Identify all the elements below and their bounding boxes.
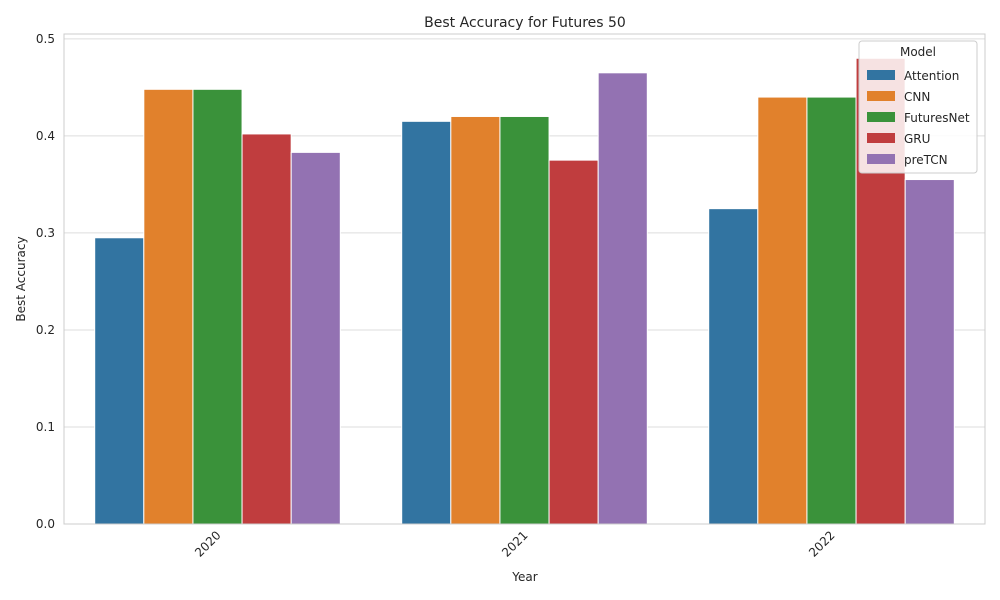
legend-title: Model: [900, 45, 936, 59]
legend-swatch-pretcn: [867, 154, 895, 164]
bars: [94, 57, 955, 525]
bar-attention-2022: [708, 208, 759, 525]
bar-gru-2021: [548, 159, 599, 525]
y-tick-label: 0.1: [36, 420, 55, 434]
bar-gru-2020: [241, 133, 292, 525]
legend-label: GRU: [904, 132, 930, 146]
bar-pretcn-2020: [290, 151, 341, 525]
bar-futuresnet-2020: [192, 88, 243, 525]
x-tick-label: 2021: [499, 528, 530, 559]
legend-swatch-futuresnet: [867, 112, 895, 122]
bar-cnn-2022: [757, 96, 808, 525]
legend-label: Attention: [904, 69, 959, 83]
legend-label: CNN: [904, 90, 930, 104]
chart-title: Best Accuracy for Futures 50: [424, 15, 626, 31]
bar-pretcn-2022: [904, 179, 955, 525]
x-tick-label: 2020: [192, 528, 223, 559]
legend-label: preTCN: [904, 153, 948, 167]
legend-swatch-cnn: [867, 91, 895, 101]
legend: Model Attention CNN FuturesNet GRU preTCN: [858, 40, 978, 174]
y-tick-label: 0.0: [36, 517, 55, 531]
bar-futuresnet-2022: [806, 96, 857, 525]
legend-swatch-gru: [867, 133, 895, 143]
y-tick-label: 0.3: [36, 226, 55, 240]
bar-attention-2021: [401, 120, 452, 525]
bar-futuresnet-2021: [499, 115, 550, 525]
y-axis-title: Best Accuracy: [14, 236, 28, 321]
bar-cnn-2021: [450, 115, 501, 525]
plot-frame: [63, 33, 986, 525]
y-tick-label: 0.4: [36, 129, 55, 143]
x-tick-label: 2022: [806, 528, 837, 559]
bar-pretcn-2021: [597, 72, 648, 525]
legend-swatch-attention: [867, 70, 895, 80]
legend-label: FuturesNet: [904, 111, 970, 125]
y-tick-label: 0.5: [36, 32, 55, 46]
x-axis-title: Year: [511, 570, 537, 584]
y-tick-label: 0.2: [36, 323, 55, 337]
bar-attention-2020: [94, 237, 145, 525]
bar-cnn-2020: [143, 88, 194, 525]
